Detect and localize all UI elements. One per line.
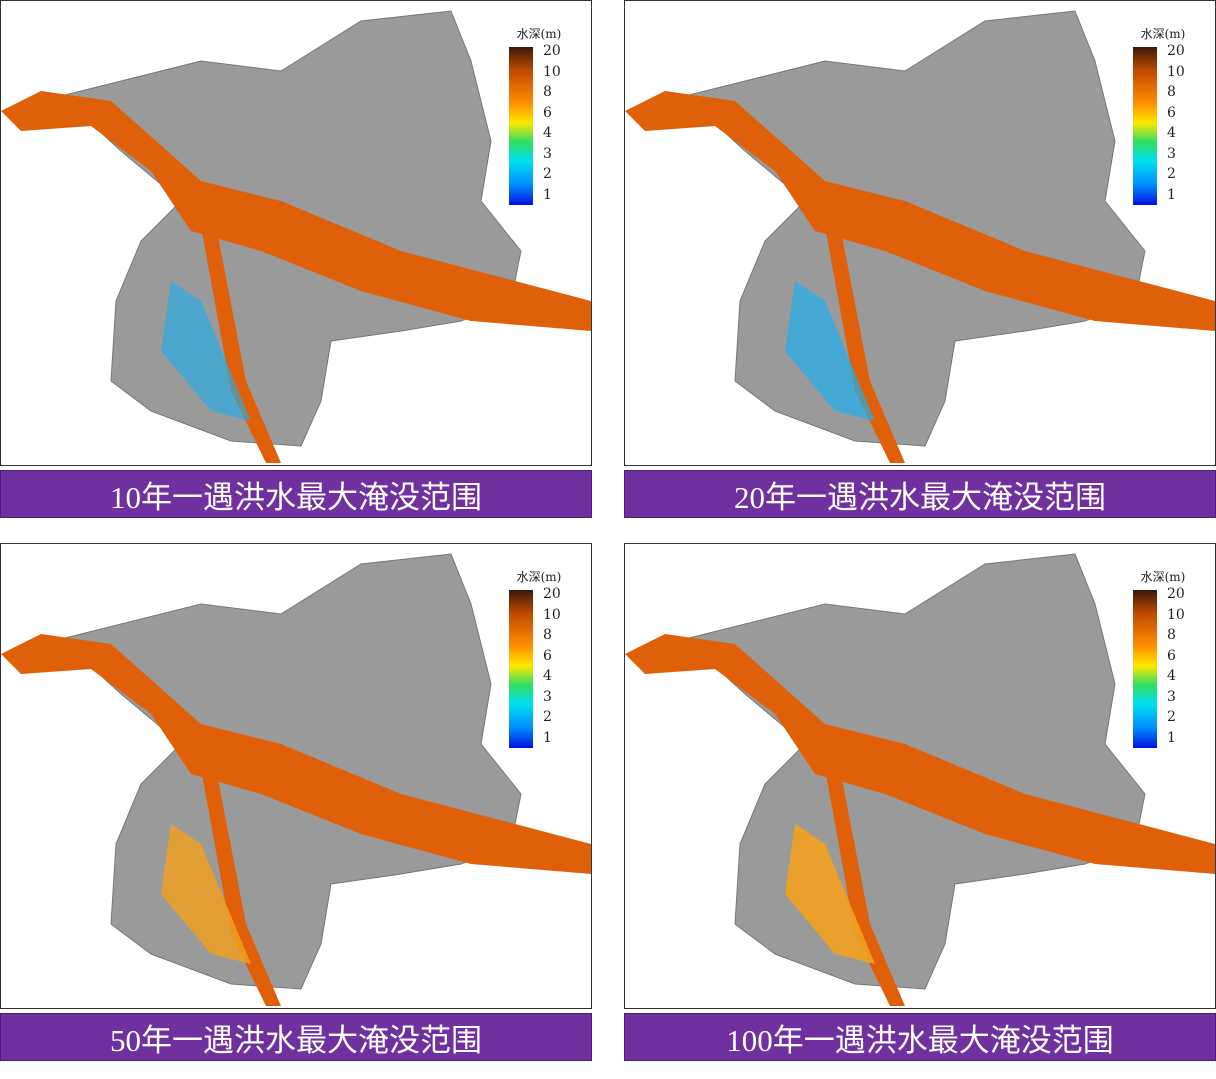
legend-tick: 2 <box>1167 709 1176 726</box>
legend-tick: 8 <box>1167 84 1176 101</box>
panel-caption: 20年一遇洪水最大淹没范围 <box>624 470 1216 518</box>
depth-legend: 水深(m) 20 10 8 6 4 3 2 1 <box>507 25 571 205</box>
map-graphic <box>625 553 1215 1006</box>
legend-title: 水深(m) <box>516 27 562 41</box>
legend-tick: 20 <box>543 43 561 59</box>
tributary-river <box>825 769 905 1006</box>
legend-tick: 4 <box>1167 125 1176 142</box>
main-river <box>625 634 1215 874</box>
legend-tick: 3 <box>1167 145 1176 162</box>
legend-tick: 3 <box>1167 688 1176 705</box>
panel-caption: 100年一遇洪水最大淹没范围 <box>624 1013 1216 1061</box>
main-river <box>1 91 591 331</box>
tributary-river <box>201 226 281 463</box>
flood-map: 水深(m) 20 10 8 6 4 3 2 1 <box>0 543 592 1009</box>
flooded-area <box>785 281 875 421</box>
legend-tick: 10 <box>1167 606 1185 623</box>
legend-tick: 6 <box>543 104 552 121</box>
flooded-area <box>161 281 251 421</box>
depth-legend: 水深(m) 20 10 8 6 4 3 2 1 <box>1131 568 1195 748</box>
legend-colorbar <box>1133 47 1157 205</box>
legend-tick: 1 <box>543 186 552 203</box>
depth-legend: 水深(m) 20 10 8 6 4 3 2 1 <box>1131 25 1195 205</box>
legend-tick: 4 <box>543 125 552 142</box>
legend-title: 水深(m) <box>1140 570 1186 584</box>
legend-tick: 2 <box>543 166 552 183</box>
legend-tick: 2 <box>543 709 552 726</box>
legend-tick: 6 <box>543 647 552 664</box>
flood-map: 水深(m) 20 10 8 6 4 3 2 1 <box>0 0 592 466</box>
panel-caption: 10年一遇洪水最大淹没范围 <box>0 470 592 518</box>
flood-map-panel: 水深(m) 20 10 8 6 4 3 2 1 100年一遇洪水最大淹没范围 <box>624 543 1216 1061</box>
legend-tick: 8 <box>543 84 552 101</box>
main-river <box>1 634 591 874</box>
flood-map-panel: 水深(m) 20 10 8 6 4 3 2 1 50年一遇洪水最大淹没范围 <box>0 543 592 1061</box>
legend-tick: 10 <box>1167 63 1185 80</box>
depth-legend: 水深(m) 20 10 8 6 4 3 2 1 <box>507 568 571 748</box>
map-graphic <box>1 10 591 463</box>
tributary-river <box>825 226 905 463</box>
flood-map: 水深(m) 20 10 8 6 4 3 2 1 <box>624 543 1216 1009</box>
panel-caption: 50年一遇洪水最大淹没范围 <box>0 1013 592 1061</box>
flood-map-panel: 水深(m) 20 10 8 6 4 3 2 1 10年一遇洪水最大淹没范围 <box>0 0 592 518</box>
flooded-area <box>785 824 875 964</box>
main-river <box>625 91 1215 331</box>
legend-tick: 20 <box>543 586 561 602</box>
legend-tick: 20 <box>1167 43 1185 59</box>
legend-tick: 2 <box>1167 166 1176 183</box>
legend-tick: 1 <box>1167 729 1176 746</box>
map-graphic <box>625 10 1215 463</box>
legend-tick: 3 <box>543 145 552 162</box>
legend-title: 水深(m) <box>1140 27 1186 41</box>
map-graphic <box>1 553 591 1006</box>
tributary-river <box>201 769 281 1006</box>
legend-tick: 20 <box>1167 586 1185 602</box>
flood-map: 水深(m) 20 10 8 6 4 3 2 1 <box>624 0 1216 466</box>
flooded-area <box>161 824 251 964</box>
legend-colorbar <box>1133 590 1157 748</box>
legend-colorbar <box>509 47 533 205</box>
legend-tick: 1 <box>1167 186 1176 203</box>
legend-colorbar <box>509 590 533 748</box>
legend-tick: 4 <box>1167 668 1176 685</box>
legend-tick: 1 <box>543 729 552 746</box>
legend-tick: 10 <box>543 606 561 623</box>
legend-tick: 6 <box>1167 104 1176 121</box>
flood-map-panel: 水深(m) 20 10 8 6 4 3 2 1 20年一遇洪水最大淹没范围 <box>624 0 1216 518</box>
legend-tick: 6 <box>1167 647 1176 664</box>
legend-title: 水深(m) <box>516 570 562 584</box>
legend-tick: 8 <box>1167 627 1176 644</box>
legend-tick: 8 <box>543 627 552 644</box>
legend-tick: 4 <box>543 668 552 685</box>
legend-tick: 10 <box>543 63 561 80</box>
legend-tick: 3 <box>543 688 552 705</box>
